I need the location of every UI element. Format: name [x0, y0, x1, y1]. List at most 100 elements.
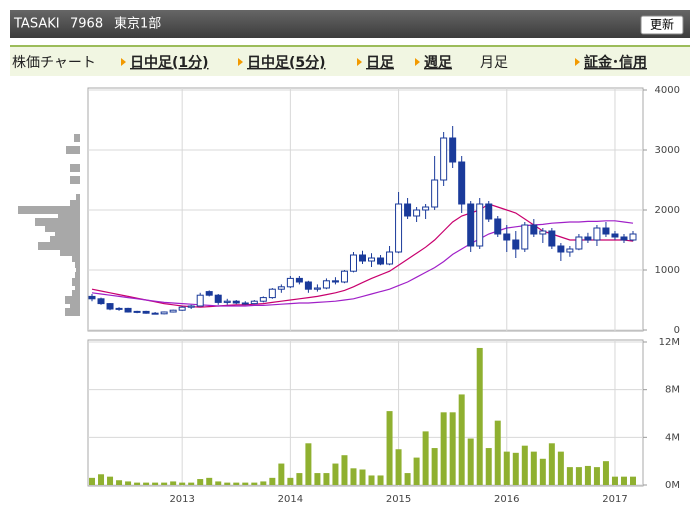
candle-body [368, 257, 376, 262]
volume-bar [197, 479, 204, 485]
volume-bar [485, 448, 492, 485]
profile-bar [60, 248, 80, 256]
candle-body [286, 277, 294, 288]
candle-body [584, 236, 592, 241]
y-tick-label: 12M [659, 337, 680, 348]
volume-bar [521, 445, 528, 485]
volume-bar [107, 476, 114, 485]
volume-bar [323, 473, 330, 485]
profile-bar [58, 212, 80, 220]
volume-bar [449, 412, 456, 485]
tab-arrow [575, 58, 580, 66]
volume-bar [152, 482, 159, 485]
volume-bar [332, 463, 339, 485]
volume-bar [161, 482, 168, 485]
profile-bar [65, 308, 80, 316]
volume-bar [179, 482, 186, 485]
candle-body [349, 254, 357, 272]
volume-bar [134, 482, 141, 485]
volume-bar [611, 476, 618, 485]
candle-body [494, 218, 502, 235]
profile-bar [76, 194, 80, 202]
candle-body [313, 287, 321, 290]
candle-body [431, 179, 439, 208]
profile-bar [66, 146, 80, 154]
volume-bar [503, 451, 510, 485]
profile-bar [35, 218, 80, 226]
tab-link[interactable]: 日中足(5分) [247, 54, 326, 71]
volume-bar [188, 482, 195, 485]
profile-bar [75, 284, 80, 292]
tab-link[interactable]: 証金･信用 [584, 54, 647, 71]
volume-bar [413, 457, 420, 485]
candle-body [377, 257, 385, 265]
volume-bar [233, 482, 240, 485]
profile-bar [76, 266, 80, 274]
candle-body [178, 306, 186, 311]
volume-bar [206, 477, 213, 485]
x-tick-label: 2013 [169, 494, 194, 505]
candle-body [97, 298, 105, 305]
profile-bar [45, 224, 80, 232]
candle-body [322, 280, 330, 289]
refresh-label[interactable]: 更新 [650, 17, 674, 32]
header-bar [10, 10, 690, 38]
profile-bar [70, 200, 80, 208]
stock-code: 7968 [70, 17, 103, 32]
volume-bar [440, 412, 447, 485]
candle-body [331, 280, 339, 283]
profile-bar [18, 206, 80, 214]
candle-body [386, 251, 394, 265]
candle-body [566, 248, 574, 253]
y-tick-label: 4M [665, 432, 680, 443]
volume-bar [89, 477, 95, 485]
profile-bar [72, 278, 80, 286]
tab-link[interactable]: 日足 [366, 55, 395, 71]
candle-body [422, 206, 430, 211]
candle-body [115, 307, 123, 310]
candle-body [557, 245, 565, 253]
candle-body [295, 277, 303, 283]
volume-bar [143, 482, 150, 485]
stock-name: TASAKI [13, 17, 60, 32]
candle-body [476, 203, 484, 247]
tab-link[interactable]: 日中足(1分) [130, 54, 209, 71]
x-tick-label: 2016 [494, 494, 519, 505]
candle-body [124, 307, 132, 313]
profile-bar [55, 230, 80, 238]
candle-body [304, 281, 312, 290]
volume-bar [305, 443, 312, 485]
tab-link[interactable]: 週足 [424, 55, 453, 71]
candle-body [250, 300, 258, 305]
refresh-button[interactable] [640, 15, 684, 35]
volume-bar [116, 480, 123, 485]
volume-bar [584, 465, 591, 485]
volume-bar [350, 468, 357, 485]
candle-body [449, 137, 457, 163]
volume-bar [630, 476, 636, 485]
market: 東京1部 [114, 16, 161, 32]
volume-bar [368, 475, 375, 485]
candle-body [395, 203, 403, 253]
candle-body [521, 224, 529, 250]
y-tick-label: 4000 [655, 85, 680, 96]
candle-body [611, 233, 619, 238]
tab-arrow [121, 58, 126, 66]
volume-bar [287, 477, 294, 485]
volume-bar [566, 467, 573, 485]
candle-body [467, 203, 475, 247]
candle-body [160, 311, 168, 315]
profile-bar [38, 242, 80, 250]
volume-bar [296, 473, 303, 485]
candle-body [232, 300, 240, 304]
tab-title: 株価チャート [12, 55, 96, 71]
candle-body [620, 236, 628, 241]
volume-bar [242, 482, 249, 485]
volume-bar [224, 482, 231, 485]
candle-body [106, 303, 114, 310]
volume-bar [359, 469, 366, 485]
candle-body [259, 297, 267, 302]
profile-bar [65, 296, 80, 304]
volume-bar [431, 448, 438, 485]
x-tick-label: 2017 [602, 494, 627, 505]
